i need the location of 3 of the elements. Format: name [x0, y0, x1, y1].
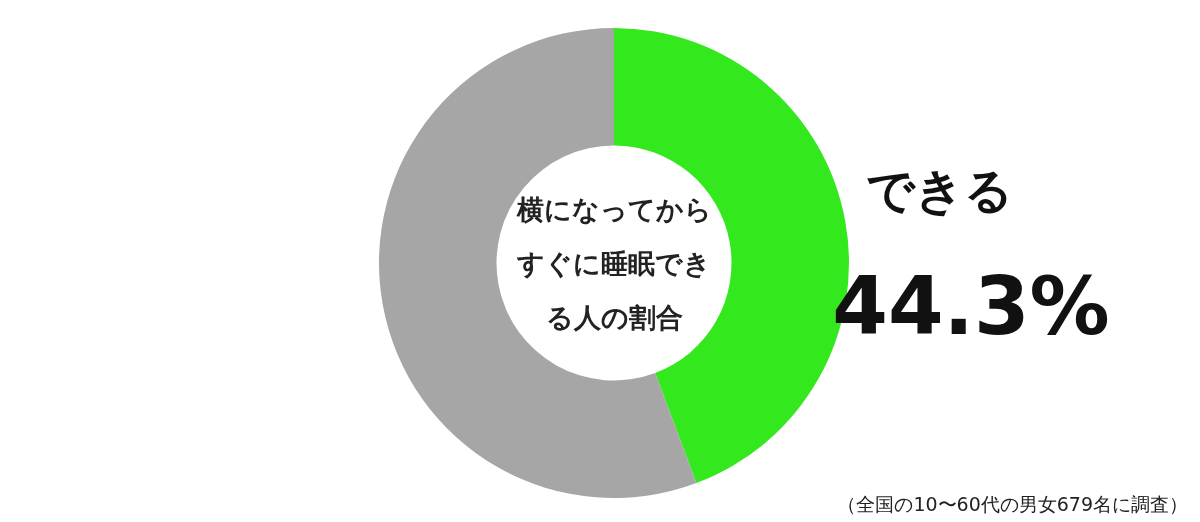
text: （全国の10〜60代の男女679名に調査）	[837, 492, 1188, 517]
text: 横になってからすぐに睡眠できる人の割合	[515, 193, 713, 335]
slice-label: できる	[865, 162, 1013, 219]
